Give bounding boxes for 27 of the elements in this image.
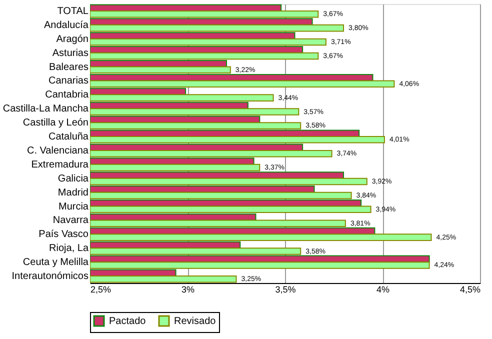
x-tick-label: 4% [376,284,390,294]
x-tick-label: 2,5% [90,284,112,294]
y-tick-label: Galicia [58,173,89,184]
y-tick-label: Interautonómicos [12,271,88,282]
y-tick-label: Ceuta y Melilla [22,257,89,268]
y-tick-label: Baleares [49,62,88,73]
y-tick-label: Murcia [58,201,89,212]
y-tick-label: Extremadura [31,159,89,170]
y-tick-label: Aragón [56,34,88,45]
x-tick-label: 4,5% [460,284,480,294]
y-tick-label: País Vasco [38,229,89,240]
y-tick-label: Asturias [52,48,88,59]
y-tick-label: Andalucía [44,20,89,31]
y-tick-label: Rioja, La [49,243,89,254]
y-tick-label: Madrid [58,187,88,198]
legend-label: Pactado [109,316,146,327]
y-tick-label: Canarias [48,76,88,87]
y-tick-label: Cataluña [48,132,89,143]
legend-label: Revisado [174,316,216,327]
y-tick-label: Cantabria [45,90,89,101]
y-tick-label: C. Valenciana [26,145,89,156]
y-tick-label: Castilla y León [22,118,88,129]
y-tick-label: TOTAL [57,6,89,17]
y-tick-label: Navarra [52,215,89,226]
x-tick-label: 3,5% [275,284,296,294]
x-tick-label: 3% [181,284,195,294]
y-tick-label: Castilla-La Mancha [2,104,89,115]
